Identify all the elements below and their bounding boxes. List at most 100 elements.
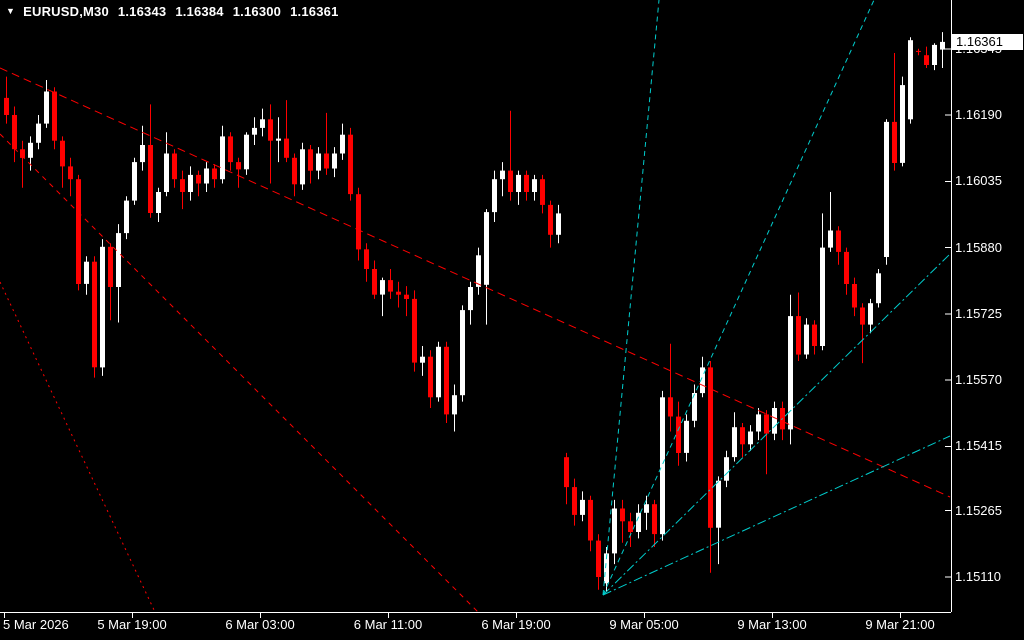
candle-body-bull — [380, 280, 385, 295]
candle-body-bull — [44, 91, 49, 124]
candle-body-bull — [260, 119, 265, 128]
fan-ray-steep[interactable] — [602, 0, 875, 596]
time-tick-label: 6 Mar 11:00 — [353, 617, 423, 632]
fan-ray-vertical[interactable] — [602, 0, 660, 596]
fan-ray-shallow[interactable] — [602, 435, 951, 596]
candle-body-bull — [100, 246, 105, 368]
descending-trendline-main[interactable] — [0, 67, 951, 498]
candle-body-bear — [628, 521, 633, 532]
candle-body-bear — [76, 179, 81, 284]
candle-body-bull — [900, 85, 905, 163]
candle-body-bear — [228, 136, 233, 163]
candle-body-bear — [548, 204, 553, 235]
candle-body-bear — [588, 499, 593, 541]
candle-body-bear — [108, 246, 113, 287]
symbol-period-label: EURUSD,M30 — [23, 4, 109, 19]
time-tick-label: 6 Mar 03:00 — [225, 617, 295, 632]
candle-body-bear — [236, 162, 241, 170]
ohlc-low: 1.16300 — [232, 4, 282, 19]
candle-body-bear — [364, 249, 369, 269]
candle-body-bull — [716, 480, 721, 528]
price-tick-label: 1.16035 — [955, 173, 1002, 188]
current-price-box: 1.16361 — [951, 34, 1023, 50]
candle-body-bull — [332, 153, 337, 169]
price-tick-label: 1.15265 — [955, 503, 1002, 518]
time-tick-label: 6 Mar 19:00 — [481, 617, 551, 632]
candle-body-bull — [300, 149, 305, 185]
candle-body-bear — [4, 97, 9, 115]
price-tick-label: 1.15415 — [955, 438, 1002, 453]
candle-body-bear — [428, 356, 433, 398]
candle-body-bull — [700, 367, 705, 394]
price-tick-label: 1.16190 — [955, 107, 1002, 122]
chart-title-overlay: ▼ EURUSD,M30 1.16343 1.16384 1.16300 1.1… — [6, 4, 339, 19]
candle-body-bull — [692, 393, 697, 421]
candle-body-bear — [92, 261, 97, 368]
candle-body-bear — [212, 168, 217, 180]
candle-body-bear — [12, 115, 17, 150]
candle-body-bear — [508, 170, 513, 192]
candle-body-bull — [28, 142, 33, 158]
candle-body-bull — [276, 138, 281, 141]
candle-body-bear — [668, 397, 673, 417]
ohlc-close: 1.16361 — [290, 4, 339, 19]
candle-body-bear — [836, 230, 841, 252]
candle-body-bear — [444, 346, 449, 415]
fan-ray-mid[interactable] — [602, 253, 951, 596]
price-tick-label: 1.15725 — [955, 306, 1002, 321]
candle-body-bull — [140, 145, 145, 163]
candle-body-bull — [492, 179, 497, 213]
candle-body-bear — [196, 174, 201, 184]
price-tick-label: 1.15570 — [955, 372, 1002, 387]
candle-body-bear — [740, 427, 745, 445]
candle-body-bear — [764, 414, 769, 434]
time-tick-label: 9 Mar 13:00 — [737, 617, 807, 632]
candle-body-bull — [484, 212, 489, 285]
candle-body-bear — [308, 149, 313, 171]
candle-body-bear — [796, 316, 801, 355]
candle-body-bull — [756, 414, 761, 432]
candle-body-bull — [940, 41, 945, 50]
candle-body-bull — [788, 316, 793, 430]
candle-body-bear — [860, 307, 865, 325]
candle-body-bear — [540, 179, 545, 205]
current-price-value: 1.16361 — [956, 34, 1003, 49]
candle-body-bear — [412, 298, 417, 363]
candle-body-bear — [676, 416, 681, 453]
candle-body-bear — [148, 145, 153, 213]
candle-body-bear — [268, 119, 273, 141]
descending-trendline-channel[interactable] — [0, 133, 479, 613]
candle-body-bull — [244, 134, 249, 170]
candle-body-bear — [356, 194, 361, 250]
descending-trendline-steep[interactable] — [0, 281, 156, 613]
candle-body-bull — [732, 427, 737, 458]
candle-body-bear — [292, 157, 297, 185]
candle-body-bull — [188, 174, 193, 192]
candle-body-bear — [708, 367, 713, 528]
candle-body-bull — [516, 174, 521, 192]
candle-body-bull — [612, 508, 617, 554]
candle-body-bull — [132, 162, 137, 201]
candle-body-bull — [468, 287, 473, 311]
time-tick-label: 5 Mar 19:00 — [97, 617, 167, 632]
candle-body-bear — [812, 324, 817, 346]
candle-body-bull — [36, 123, 41, 143]
candle-body-bear — [852, 284, 857, 308]
ohlc-high: 1.16384 — [175, 4, 224, 19]
candle-body-bear — [572, 487, 577, 515]
candle-body-bull — [420, 356, 425, 363]
candle-body-bear — [620, 508, 625, 522]
candle-body-bear — [52, 91, 57, 141]
candle-body-bear — [564, 457, 569, 488]
collapse-triangle-icon[interactable]: ▼ — [6, 6, 16, 16]
candle-body-bull — [636, 512, 641, 532]
candle-body-bear — [388, 280, 393, 292]
candle-body-bear — [524, 174, 529, 192]
candle-body-bear — [68, 166, 73, 180]
candle-body-bear — [844, 251, 849, 284]
candle-body-bull — [876, 273, 881, 304]
candle-body-bull — [532, 179, 537, 192]
candle-body-bull — [204, 168, 209, 184]
